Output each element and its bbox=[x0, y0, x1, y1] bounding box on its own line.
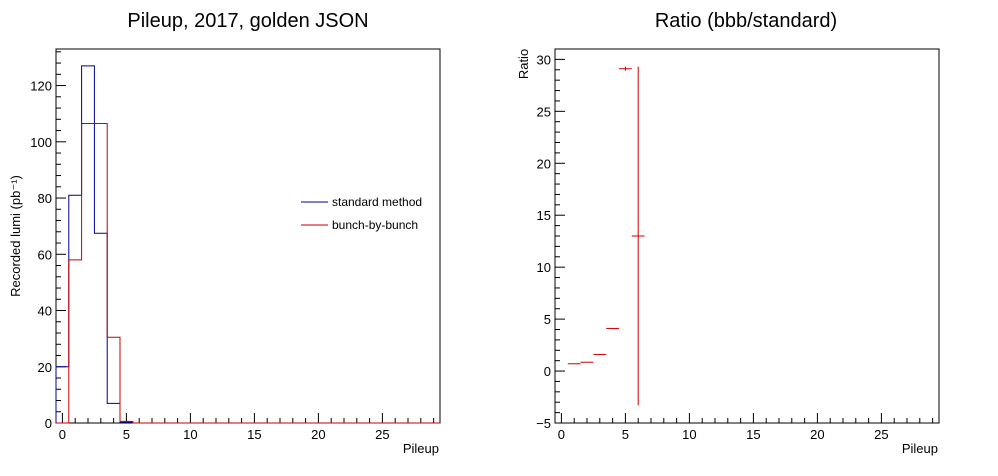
right-y-tick-label: 0 bbox=[544, 364, 551, 379]
left-panel: Pileup, 2017, golden JSON 0 5 10 15 20 25 0 20 4… bbox=[8, 10, 441, 456]
ratio-point bbox=[619, 66, 632, 71]
histogram-series-standard bbox=[55, 65, 440, 424]
right-y-tick-label: −5 bbox=[536, 416, 551, 431]
right-y-tick-label: 10 bbox=[537, 260, 551, 275]
left-x-axis-label: Pileup bbox=[403, 441, 439, 456]
right-ratio-points bbox=[567, 66, 645, 406]
left-x-tick-label: 0 bbox=[59, 427, 66, 442]
left-x-tick-label: 20 bbox=[311, 427, 325, 442]
right-y-tick-label: 25 bbox=[537, 104, 551, 119]
left-axis-ticks: 0 5 10 15 20 25 0 20 40 60 80 100 120 bbox=[30, 51, 435, 442]
right-panel: Ratio (bbb/standard) 0 5 10 15 20 25 −5 0 5 10 15 2… bbox=[516, 10, 940, 456]
right-x-tick-label: 15 bbox=[746, 427, 760, 442]
right-chart-title: Ratio (bbb/standard) bbox=[655, 10, 837, 32]
left-y-tick-label: 80 bbox=[38, 191, 52, 206]
left-chart-title: Pileup, 2017, golden JSON bbox=[127, 10, 368, 32]
left-plot-frame bbox=[55, 48, 441, 424]
right-plot-frame bbox=[554, 48, 940, 424]
right-x-axis-label: Pileup bbox=[902, 441, 938, 456]
right-x-tick-label: 25 bbox=[874, 427, 888, 442]
right-x-tick-label: 5 bbox=[622, 427, 629, 442]
left-y-tick-label: 100 bbox=[30, 135, 52, 150]
right-y-axis-label: Ratio bbox=[516, 49, 531, 79]
right-y-tick-label: 5 bbox=[544, 312, 551, 327]
left-x-tick-label: 10 bbox=[183, 427, 197, 442]
left-y-tick-label: 0 bbox=[45, 416, 52, 431]
left-x-tick-label: 5 bbox=[123, 427, 130, 442]
left-y-tick-label: 120 bbox=[30, 79, 52, 94]
ratio-point bbox=[631, 66, 645, 406]
legend: standard method bunch-by-bunch bbox=[301, 195, 422, 232]
right-x-tick-label: 10 bbox=[682, 427, 696, 442]
right-x-tick-label: 0 bbox=[558, 427, 565, 442]
left-histograms bbox=[55, 65, 440, 424]
left-x-tick-label: 15 bbox=[247, 427, 261, 442]
left-y-tick-label: 40 bbox=[38, 304, 52, 319]
left-y-axis-label: Recorded lumi (pb⁻¹) bbox=[8, 175, 23, 297]
left-x-tick-label: 25 bbox=[375, 427, 389, 442]
right-axis-ticks: 0 5 10 15 20 25 −5 0 5 10 15 20 25 30 bbox=[536, 48, 934, 442]
right-y-tick-label: 20 bbox=[537, 156, 551, 171]
legend-label-standard: standard method bbox=[332, 195, 422, 209]
left-y-tick-label: 20 bbox=[38, 360, 52, 375]
left-y-tick-label: 60 bbox=[38, 247, 52, 262]
right-x-tick-label: 20 bbox=[810, 427, 824, 442]
right-y-tick-label: 30 bbox=[537, 52, 551, 67]
histogram-series-bunch-by-bunch bbox=[56, 123, 440, 424]
right-y-tick-label: 15 bbox=[537, 208, 551, 223]
legend-label-bunch-by-bunch: bunch-by-bunch bbox=[332, 218, 418, 232]
